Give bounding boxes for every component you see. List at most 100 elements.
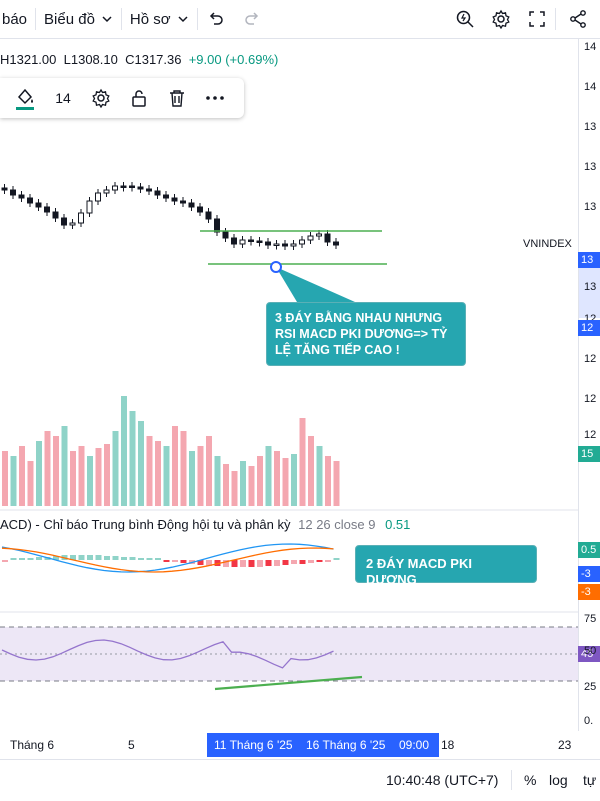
price-tag: 0.5: [578, 542, 600, 558]
candle-body: [35, 202, 42, 208]
line-color-button[interactable]: [6, 78, 44, 118]
volume-bar: [87, 456, 93, 506]
volume-bar: [257, 456, 263, 506]
volume-bar: [129, 411, 136, 506]
delete-drawing-button[interactable]: [158, 78, 196, 118]
candle-body: [197, 206, 203, 213]
macd-callout[interactable]: 2 ĐÁY MACD PKI DƯƠNG: [355, 545, 537, 587]
candle-body: [27, 197, 33, 204]
axis-label: 13: [584, 121, 597, 133]
candle-body: [154, 190, 161, 196]
drawing-settings-button[interactable]: [82, 78, 120, 118]
toolbar-divider: [120, 8, 122, 30]
candle-body: [231, 237, 237, 245]
candle-body: [265, 241, 271, 246]
quick-search-button[interactable]: [447, 0, 483, 38]
gear-icon: [92, 88, 110, 108]
histogram-bar: [19, 558, 25, 560]
volume-bar: [70, 451, 76, 506]
histogram-bar: [299, 560, 306, 564]
profile-menu-label: Hồ sơ: [129, 10, 171, 28]
axis-label: 75: [584, 613, 597, 625]
time-label: 23: [558, 738, 572, 752]
auto-scale-button[interactable]: tự: [583, 772, 597, 788]
fullscreen-button[interactable]: [519, 0, 555, 38]
histogram-bar: [231, 560, 238, 567]
toolbar-partial-item[interactable]: báo: [2, 10, 28, 28]
time-axis[interactable]: Tháng 6 5 18 23 11 Tháng 6 '25 16 Tháng 6 '…: [0, 731, 600, 759]
axis-label: 25: [584, 681, 597, 693]
time-label: 18: [441, 738, 455, 752]
share-button[interactable]: [556, 0, 600, 38]
volume-bar: [291, 454, 297, 506]
histogram-bar: [316, 560, 323, 562]
histogram-bar: [291, 560, 297, 564]
clock-time[interactable]: 10:40:48 (UTC+7): [386, 772, 499, 788]
histogram-bar: [2, 560, 8, 562]
annotation-callout[interactable]: 3 ĐÁY BẰNG NHAU NHƯNG RSI MACD PKI DƯƠNG…: [266, 302, 466, 366]
paint-bucket-icon: [16, 88, 34, 110]
top-toolbar: báo Biểu đồ Hồ sơ: [0, 0, 600, 39]
candle-body: [146, 188, 152, 192]
candle-body: [333, 241, 339, 246]
candle-body: [222, 231, 229, 239]
volume-bar: [231, 471, 238, 506]
histogram-bar: [138, 558, 144, 560]
volume-bar: [155, 441, 161, 506]
histogram-bar: [282, 560, 289, 565]
axis-label: 0.: [584, 715, 594, 727]
volume-bar: [265, 446, 272, 506]
histogram-bar: [325, 560, 331, 562]
lock-button[interactable]: [120, 78, 158, 118]
chart-canvas[interactable]: [0, 38, 578, 731]
highlight-end-date: 16 Tháng 6 '25: [306, 738, 386, 752]
price-candles: [1, 182, 339, 250]
more-options-button[interactable]: [196, 78, 234, 118]
unlock-icon: [132, 90, 146, 107]
volume-bar: [214, 456, 221, 506]
candle-body: [171, 197, 178, 202]
anchor-point: [270, 261, 282, 273]
axis-label: 12: [584, 353, 597, 365]
histogram-bar: [333, 558, 340, 560]
macd-value: 0.51: [385, 517, 411, 532]
histogram-bar: [95, 555, 102, 560]
axis-label: 50: [584, 645, 597, 657]
redo-button[interactable]: [234, 0, 270, 38]
highlight-start-date: 11 Tháng 6 '25: [214, 738, 293, 752]
price-axis[interactable]: [578, 38, 600, 731]
volume-bar: [282, 458, 289, 506]
candle-body: [103, 189, 110, 194]
volume-bar: [104, 444, 110, 506]
undo-button[interactable]: [198, 0, 234, 38]
volume-bar: [10, 456, 17, 506]
ohlc-change: +9.00 (+0.69%): [188, 52, 279, 67]
histogram-bar: [206, 560, 212, 566]
macd-legend[interactable]: ACD) - Chỉ báo Trung bình Động hội tụ và…: [0, 517, 410, 532]
volume-bar: [2, 451, 8, 506]
percent-scale-button[interactable]: %: [524, 772, 537, 788]
volume-bars: [2, 396, 340, 506]
line-width-button[interactable]: 14: [55, 90, 71, 106]
chart-menu-label: Biểu đồ: [44, 10, 95, 28]
profile-menu-button[interactable]: Hồ sơ: [122, 0, 197, 38]
settings-button[interactable]: [483, 0, 519, 38]
histogram-bar: [308, 560, 314, 563]
undo-icon: [209, 12, 223, 25]
histogram-bar: [214, 560, 221, 566]
volume-bar: [189, 451, 195, 506]
axis-label: 13: [584, 281, 597, 293]
chart-menu-button[interactable]: Biểu đồ: [36, 0, 121, 38]
rsi-trendline: [214, 675, 363, 691]
toolbar-divider: [511, 770, 512, 790]
histogram-bar: [10, 558, 17, 560]
histogram-bar: [248, 560, 255, 567]
volume-bar: [223, 464, 229, 506]
volume-bar: [163, 446, 170, 506]
volume-bar: [61, 426, 68, 506]
ohlc-legend: H1321.00 L1308.10 C1317.36 +9.00 (+0.69%…: [0, 52, 278, 67]
histogram-bar: [163, 560, 170, 562]
volume-bar: [19, 446, 25, 506]
candle-body: [188, 202, 195, 208]
log-scale-button[interactable]: log: [549, 772, 568, 788]
